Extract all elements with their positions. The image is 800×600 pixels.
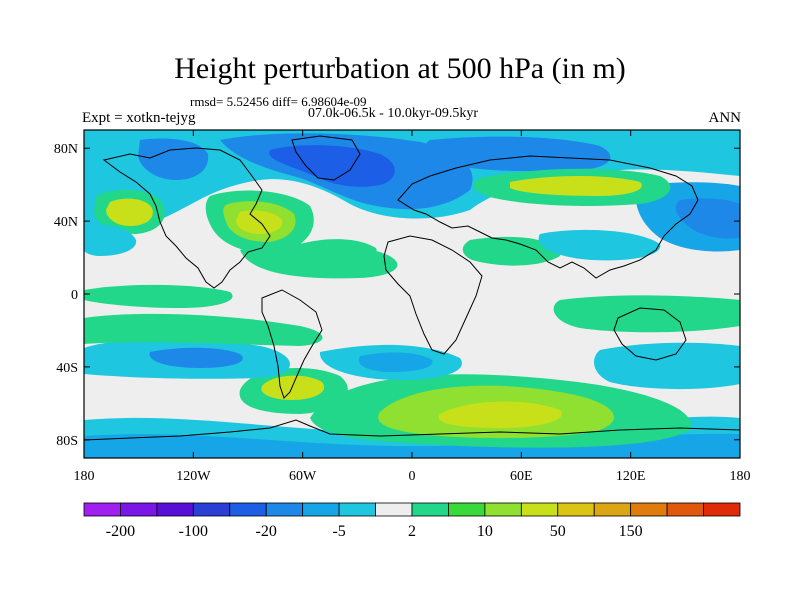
colorbar-swatch — [302, 502, 340, 517]
colorbar-swatch — [703, 502, 741, 517]
contour-pacific-tropical-green — [84, 284, 233, 308]
coastline-antarctica — [84, 419, 740, 441]
season-label: ANN — [708, 110, 742, 126]
lon-tick-label: 60W — [289, 469, 317, 484]
latitude-axis: 80N 40N 0 40S 80S — [54, 142, 740, 449]
contour-s-indian-blue — [358, 352, 433, 372]
colorbar-swatch — [338, 502, 376, 517]
colorbar-swatch — [411, 502, 449, 517]
colorbar-swatch — [593, 502, 632, 517]
colorbar: -200 -100 -20 -5 2 10 50 150 — [83, 502, 741, 540]
contour-siberia-blue — [425, 136, 611, 172]
lat-tick-label: 40S — [56, 361, 78, 376]
contour-arabia-green — [462, 236, 560, 266]
contour-s-indian-yellow — [438, 401, 562, 428]
colorbar-label: 2 — [408, 523, 416, 540]
contour-s-pacific-green — [84, 313, 323, 346]
colorbar-swatch — [120, 502, 158, 517]
coastline-africa — [383, 235, 483, 355]
contour-s-pacific-blue — [149, 347, 243, 368]
contour-s-pacific-east-green — [553, 295, 740, 333]
colorbar-swatch — [265, 502, 304, 517]
experiment-label: Expt = xotkn-tejyg — [82, 110, 196, 126]
contour-n-atlantic-green — [300, 239, 377, 262]
coastline-south-america — [261, 289, 323, 399]
lon-tick-label: 60E — [510, 469, 533, 484]
colorbar-swatch — [448, 502, 486, 517]
colorbar-swatch — [156, 502, 194, 517]
lat-tick-label: 0 — [71, 288, 78, 303]
colorbar-swatch — [375, 502, 413, 517]
coastline-eurasia — [397, 155, 699, 279]
contour-fields — [84, 130, 740, 458]
colorbar-swatch — [192, 502, 231, 517]
colorbar-label: -100 — [179, 523, 208, 540]
colorbar-swatch — [520, 502, 559, 517]
contour-west-pacific-cyan — [84, 224, 137, 256]
colorbar-label: 10 — [477, 523, 493, 540]
contour-n-pacific-west-yellow — [106, 198, 153, 226]
colorbar-swatch — [557, 502, 595, 517]
contour-india-cyan — [538, 229, 661, 261]
contour-greenland-darkblue — [269, 145, 395, 187]
plot-title: Height perturbation at 500 hPa (in m) — [174, 52, 626, 85]
map-panel: 80N 40N 0 40S 80S 180 120W 60W 0 60E 120E 180 — [54, 129, 751, 484]
lon-tick-label: 180 — [74, 469, 95, 484]
colorbar-label: -5 — [332, 523, 345, 540]
contour-n-pacific-darkblue — [675, 198, 740, 239]
colorbar-swatch — [229, 502, 267, 517]
period-label: 07.0k-06.5k - 10.0kyr-09.5kyr — [308, 106, 479, 121]
lat-tick-label: 40N — [54, 215, 78, 230]
coastline-australia — [613, 307, 687, 361]
colorbar-swatch — [484, 502, 522, 517]
colorbar-swatch — [83, 502, 121, 517]
lon-tick-label: 0 — [409, 469, 416, 484]
lon-tick-label: 180 — [730, 469, 751, 484]
coastline-north-america — [102, 147, 271, 289]
lat-tick-label: 80S — [56, 434, 78, 449]
contour-s-australia-cyan — [594, 342, 740, 390]
longitude-axis: 180 120W 60W 0 60E 120E 180 — [74, 130, 751, 484]
colorbar-label: 150 — [619, 523, 643, 540]
colorbar-label: -200 — [106, 523, 135, 540]
stats-label: rmsd= 5.52456 diff= 6.98604e-09 — [190, 94, 367, 109]
contour-southern-band-mid — [84, 433, 740, 458]
lon-tick-label: 120E — [616, 469, 646, 484]
contour-central-asia-lime — [510, 176, 642, 196]
coastline-greenland — [291, 135, 361, 181]
coastlines — [84, 135, 740, 441]
lon-tick-label: 120W — [176, 469, 211, 484]
lat-tick-label: 80N — [54, 142, 78, 157]
colorbar-swatch — [630, 502, 668, 517]
colorbar-label: -20 — [256, 523, 277, 540]
contour-s-atlantic-lime — [261, 375, 325, 400]
colorbar-label: 50 — [550, 523, 566, 540]
colorbar-swatch — [666, 502, 704, 517]
